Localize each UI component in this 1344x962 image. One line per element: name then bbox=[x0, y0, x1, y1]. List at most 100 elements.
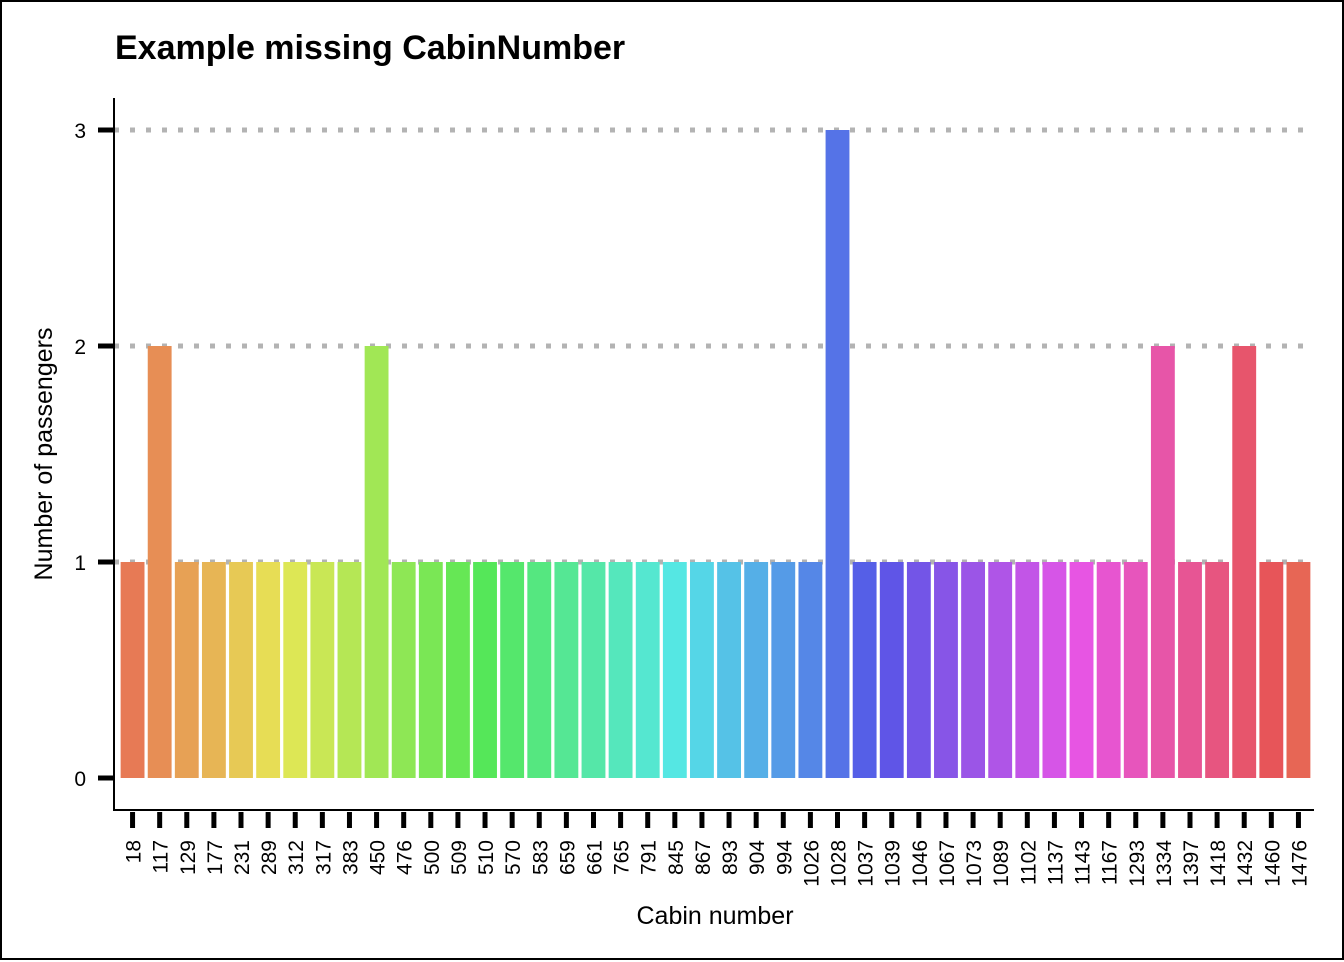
bar-129 bbox=[174, 562, 199, 778]
x-tick-label: 1432 bbox=[1234, 840, 1257, 887]
axes bbox=[113, 98, 1314, 811]
bar-117 bbox=[147, 346, 172, 778]
x-tick-label: 289 bbox=[258, 840, 281, 875]
x-tick-label: 476 bbox=[394, 840, 417, 875]
x-tick-label: 765 bbox=[611, 840, 634, 875]
x-tick-label: 867 bbox=[692, 840, 715, 875]
x-tick-label: 177 bbox=[204, 840, 227, 875]
x-tick-label: 893 bbox=[719, 840, 742, 875]
x-tick-label: 1137 bbox=[1044, 840, 1067, 885]
bar-1476 bbox=[1286, 562, 1311, 778]
x-tick-label: 1067 bbox=[936, 840, 959, 887]
x-tick-label: 1046 bbox=[909, 840, 932, 887]
x-tick-label: 500 bbox=[421, 840, 444, 875]
bar-1418 bbox=[1205, 562, 1230, 778]
x-tick-label: 1039 bbox=[882, 840, 905, 887]
x-tick-label: 312 bbox=[285, 840, 308, 875]
x-tick-label: 129 bbox=[177, 840, 200, 875]
bar-583 bbox=[527, 562, 552, 778]
x-ticks: 18 117 129 177 231 289 312 317 383 450 476 500 509 51… bbox=[123, 812, 1311, 887]
bar-509 bbox=[445, 562, 470, 778]
x-tick-label: 317 bbox=[312, 840, 335, 875]
x-tick-label: 117 bbox=[150, 840, 173, 873]
bar-231 bbox=[229, 562, 253, 778]
bar-1046 bbox=[906, 562, 931, 778]
chart-title: Example missing CabinNumber bbox=[115, 29, 625, 67]
x-tick-label: 1397 bbox=[1180, 840, 1203, 887]
bar-177 bbox=[201, 562, 226, 778]
x-tick-label: 570 bbox=[502, 840, 525, 875]
bar-1026 bbox=[798, 562, 823, 778]
bar-994 bbox=[771, 562, 796, 778]
y-tick-label: 2 bbox=[74, 336, 86, 359]
bar-476 bbox=[391, 562, 416, 778]
x-tick-label: 1028 bbox=[828, 840, 851, 887]
x-tick-label: 1089 bbox=[990, 840, 1013, 887]
bar-570 bbox=[500, 562, 525, 778]
bar-450 bbox=[364, 346, 389, 778]
x-tick-label: 994 bbox=[773, 840, 796, 875]
bar-1143 bbox=[1069, 562, 1094, 778]
bar-1293 bbox=[1123, 562, 1148, 778]
bar-893 bbox=[717, 562, 741, 778]
bar-1334 bbox=[1150, 346, 1175, 778]
x-tick-label: 659 bbox=[556, 840, 579, 875]
x-tick-label: 1418 bbox=[1207, 840, 1230, 887]
bar-791 bbox=[635, 562, 660, 778]
x-tick-label: 1037 bbox=[855, 840, 878, 887]
x-tick-label: 845 bbox=[665, 840, 688, 875]
bar-1028 bbox=[825, 130, 850, 778]
bar-1397 bbox=[1178, 562, 1202, 778]
x-tick-label: 231 bbox=[231, 840, 254, 875]
bar-1102 bbox=[1015, 562, 1040, 778]
x-axis-title: Cabin number bbox=[636, 902, 793, 930]
bar-18 bbox=[120, 562, 145, 778]
bar-845 bbox=[662, 562, 687, 778]
x-tick-label: 1167 bbox=[1099, 840, 1122, 885]
y-axis-title: Number of passengers bbox=[30, 328, 58, 581]
x-tick-label: 509 bbox=[448, 840, 471, 875]
bar-312 bbox=[283, 562, 308, 778]
bar-317 bbox=[310, 562, 335, 778]
bar-1037 bbox=[852, 562, 877, 778]
y-ticks: 0 1 2 3 bbox=[74, 120, 114, 791]
x-tick-label: 791 bbox=[638, 840, 661, 875]
x-tick-label: 18 bbox=[123, 840, 146, 863]
bar-383 bbox=[337, 562, 362, 778]
bar-1039 bbox=[879, 562, 904, 778]
bars bbox=[120, 130, 1311, 778]
bar-1089 bbox=[988, 562, 1013, 778]
bar-904 bbox=[744, 562, 769, 778]
x-tick-label: 1460 bbox=[1261, 840, 1284, 887]
bar-765 bbox=[608, 562, 633, 778]
y-tick-label: 3 bbox=[74, 120, 86, 143]
x-tick-label: 1102 bbox=[1017, 840, 1040, 885]
bar-510 bbox=[473, 562, 497, 778]
bar-1067 bbox=[934, 562, 958, 778]
x-tick-label: 383 bbox=[339, 840, 362, 875]
bar-289 bbox=[256, 562, 281, 778]
x-tick-label: 661 bbox=[583, 840, 606, 875]
bar-500 bbox=[418, 562, 443, 778]
bar-661 bbox=[581, 562, 606, 778]
bar-867 bbox=[690, 562, 714, 778]
x-tick-label: 450 bbox=[367, 840, 390, 875]
x-tick-label: 1026 bbox=[800, 840, 823, 887]
x-tick-label: 510 bbox=[475, 840, 498, 875]
bar-1167 bbox=[1096, 562, 1121, 778]
bar-659 bbox=[554, 562, 579, 778]
y-tick-label: 1 bbox=[74, 552, 86, 575]
grid-lines bbox=[114, 127, 1314, 565]
bar-1137 bbox=[1042, 562, 1067, 778]
bar-1073 bbox=[961, 562, 986, 778]
x-tick-label: 1293 bbox=[1126, 840, 1149, 887]
x-tick-label: 583 bbox=[529, 840, 552, 875]
x-tick-label: 1073 bbox=[963, 840, 986, 887]
bar-1432 bbox=[1232, 346, 1257, 778]
bar-1460 bbox=[1259, 562, 1284, 778]
x-tick-label: 1334 bbox=[1153, 840, 1176, 887]
x-tick-label: 904 bbox=[746, 840, 769, 875]
y-tick-label: 0 bbox=[74, 768, 86, 791]
